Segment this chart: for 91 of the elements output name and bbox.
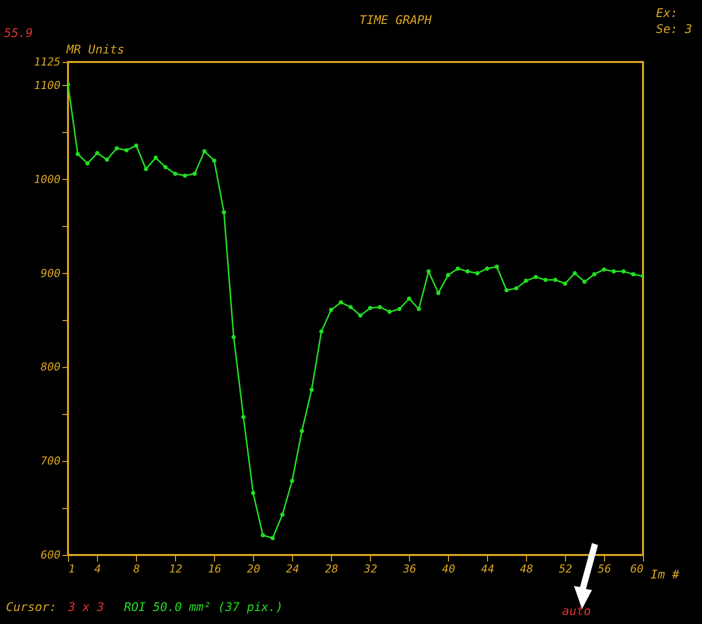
x-tick-label: 28 — [325, 562, 339, 576]
point — [368, 306, 372, 310]
point — [475, 271, 480, 276]
x-tick-label: 36 — [402, 562, 417, 576]
point — [631, 272, 636, 276]
x-tick-label: 8 — [133, 562, 140, 576]
point — [192, 172, 197, 176]
chart-title: TIME GRAPH — [359, 13, 432, 27]
point — [212, 158, 216, 163]
x-tick-label: 4 — [94, 562, 102, 576]
x-tick-label: 52 — [558, 562, 573, 576]
point — [524, 278, 528, 283]
point — [553, 278, 558, 282]
y-tick-label: 800 — [40, 360, 61, 374]
point — [602, 267, 606, 272]
point — [280, 512, 285, 517]
point — [104, 158, 110, 162]
text: 55.9 — [4, 26, 33, 40]
point — [202, 149, 207, 154]
point — [310, 388, 314, 392]
x-tick-label: 56 — [598, 562, 612, 576]
point — [406, 296, 412, 301]
x-tick-label: 12 — [169, 562, 183, 576]
point — [426, 269, 431, 274]
y-tick-label: 1125 — [34, 56, 60, 68]
point — [504, 288, 509, 292]
point — [543, 278, 548, 282]
point — [85, 161, 90, 166]
point — [222, 210, 226, 214]
point — [446, 273, 450, 278]
point — [378, 304, 382, 310]
point — [95, 150, 100, 156]
point — [465, 269, 470, 274]
point — [329, 308, 334, 312]
y-tick-label: 900 — [40, 266, 61, 280]
point — [494, 264, 499, 269]
point — [534, 274, 538, 280]
point — [154, 156, 158, 160]
point — [300, 428, 304, 434]
point — [290, 478, 294, 483]
x-tick-label: 44 — [480, 562, 494, 576]
y-tick-label: 600 — [40, 548, 61, 562]
text: 3 x 3 — [68, 600, 104, 614]
text: auto — [562, 604, 591, 618]
point — [582, 280, 587, 284]
point — [144, 166, 148, 172]
point — [338, 300, 343, 305]
x-tick-label: 32 — [362, 562, 378, 576]
point — [416, 306, 421, 312]
point — [456, 266, 460, 271]
x-axis-title: Im # — [650, 568, 680, 582]
y-tick-label: 700 — [40, 454, 61, 468]
point — [572, 271, 577, 276]
point — [76, 152, 80, 156]
x-tick-label: 24 — [286, 562, 300, 576]
point — [163, 165, 168, 170]
point — [114, 146, 119, 151]
point — [562, 282, 568, 286]
x-tick-label: 40 — [442, 562, 456, 576]
x-tick-label: 1 — [68, 562, 76, 576]
point — [241, 414, 246, 420]
y-tick-label: 1000 — [34, 172, 61, 186]
point — [436, 290, 440, 296]
point — [621, 269, 626, 274]
text: Ex: — [656, 6, 678, 20]
point — [173, 172, 178, 176]
text: Cursor: — [6, 600, 57, 614]
y-axis-title: MR Units — [66, 42, 124, 56]
x-tick-label: 60 — [630, 562, 644, 576]
y-tick-label: 1100 — [34, 78, 61, 92]
point — [612, 269, 616, 274]
point — [319, 329, 324, 334]
point — [232, 335, 236, 340]
x-tick-label: 16 — [208, 562, 222, 576]
point — [514, 286, 518, 290]
point — [592, 272, 596, 276]
point — [397, 306, 402, 312]
point — [348, 304, 353, 310]
point — [484, 266, 490, 271]
point — [251, 490, 256, 496]
x-tick-label: 20 — [247, 562, 261, 576]
point — [387, 310, 392, 314]
point — [182, 174, 188, 178]
point — [124, 148, 129, 152]
point — [260, 533, 266, 538]
x-tick-label: 48 — [520, 562, 534, 576]
text: Se: 3 — [656, 22, 692, 36]
point — [134, 143, 138, 148]
text: ROI 50.0 mm² (37 pix.) — [124, 600, 283, 614]
point — [270, 536, 275, 540]
point — [358, 313, 362, 318]
